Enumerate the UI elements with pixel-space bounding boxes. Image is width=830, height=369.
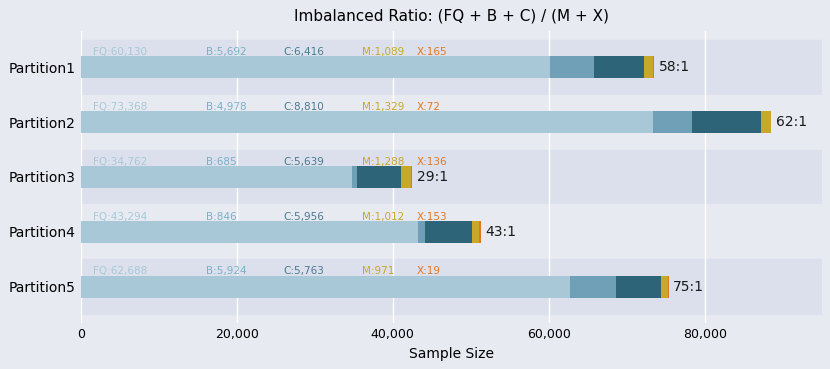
Bar [569, 276, 616, 298]
Bar [691, 111, 760, 133]
Text: B:685: B:685 [206, 156, 237, 167]
Text: M:1,329: M:1,329 [362, 102, 404, 112]
Text: 75:1: 75:1 [673, 280, 704, 294]
Text: FQ:73,368: FQ:73,368 [93, 102, 147, 112]
Bar [81, 40, 822, 94]
Text: FQ:34,762: FQ:34,762 [93, 156, 147, 167]
Text: M:1,012: M:1,012 [362, 211, 404, 221]
Bar [352, 166, 357, 188]
Text: FQ:43,294: FQ:43,294 [93, 211, 147, 221]
Text: B:4,978: B:4,978 [206, 102, 247, 112]
Title: Imbalanced Ratio: (FQ + B + C) / (M + X): Imbalanced Ratio: (FQ + B + C) / (M + X) [294, 8, 608, 23]
Bar [653, 111, 691, 133]
Bar [81, 204, 822, 259]
Bar [81, 111, 653, 133]
Text: 29:1: 29:1 [417, 170, 448, 184]
Bar [760, 111, 771, 133]
Text: 62:1: 62:1 [776, 115, 808, 129]
Bar [652, 56, 654, 78]
Bar [81, 276, 569, 298]
Text: 43:1: 43:1 [486, 225, 516, 239]
Text: 58:1: 58:1 [659, 60, 690, 74]
Text: C:5,763: C:5,763 [284, 266, 325, 276]
X-axis label: Sample Size: Sample Size [409, 346, 494, 361]
Bar [594, 56, 644, 78]
Text: C:5,639: C:5,639 [284, 156, 325, 167]
Text: B:5,924: B:5,924 [206, 266, 247, 276]
Text: X:72: X:72 [416, 102, 440, 112]
Text: FQ:62,688: FQ:62,688 [93, 266, 147, 276]
Text: X:165: X:165 [416, 47, 447, 57]
Bar [81, 221, 418, 243]
Bar [661, 276, 668, 298]
Text: B:846: B:846 [206, 211, 237, 221]
Text: C:8,810: C:8,810 [284, 102, 325, 112]
Bar [81, 149, 822, 204]
Bar [401, 166, 412, 188]
Text: C:6,416: C:6,416 [284, 47, 325, 57]
Text: X:136: X:136 [416, 156, 447, 167]
Bar [81, 259, 822, 314]
Text: M:1,089: M:1,089 [362, 47, 404, 57]
Text: FQ:60,130: FQ:60,130 [93, 47, 147, 57]
Text: M:1,288: M:1,288 [362, 156, 404, 167]
Text: X:153: X:153 [416, 211, 447, 221]
Bar [81, 166, 352, 188]
Text: X:19: X:19 [416, 266, 440, 276]
Bar [549, 56, 594, 78]
Bar [412, 166, 413, 188]
Bar [480, 221, 481, 243]
Text: C:5,956: C:5,956 [284, 211, 325, 221]
Text: M:971: M:971 [362, 266, 394, 276]
Bar [81, 56, 549, 78]
Bar [425, 221, 471, 243]
Bar [616, 276, 661, 298]
Bar [644, 56, 652, 78]
Bar [81, 94, 822, 149]
Bar [418, 221, 425, 243]
Bar [471, 221, 480, 243]
Text: B:5,692: B:5,692 [206, 47, 247, 57]
Bar [357, 166, 401, 188]
